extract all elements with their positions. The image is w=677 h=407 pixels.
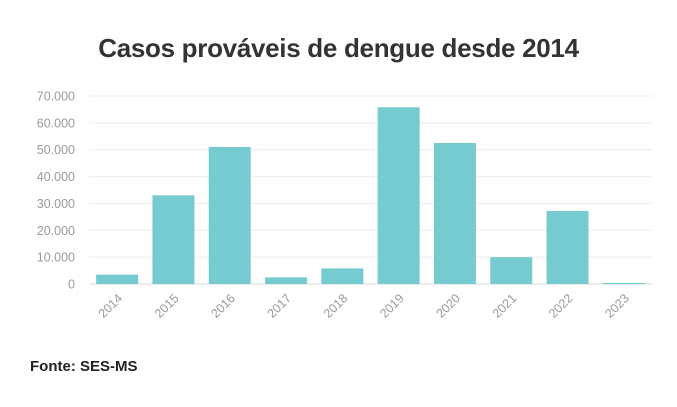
- x-tick-label: 2021: [490, 291, 520, 321]
- bar-2019: [377, 107, 420, 284]
- x-tick-label: 2017: [265, 291, 295, 321]
- chart-title: Casos prováveis de dengue desde 2014: [98, 33, 579, 63]
- x-tick-label: 2016: [208, 291, 238, 321]
- bar-2023: [602, 282, 645, 284]
- y-tick-label: 20.000: [37, 224, 75, 238]
- bars: [96, 107, 645, 284]
- y-tick-label: 30.000: [37, 197, 75, 211]
- y-axis: 0 10.000 20.000 30.000 40.000 50.000 60.000 70.…: [37, 90, 75, 292]
- bar-2021: [490, 257, 533, 284]
- bar-2020: [433, 143, 476, 284]
- y-tick-label: 50.000: [37, 143, 75, 157]
- x-tick-label: 2023: [602, 291, 632, 321]
- bar-2017: [265, 277, 308, 284]
- x-tick-label: 2018: [321, 291, 351, 321]
- y-tick-label: 10.000: [37, 251, 75, 265]
- bar-2022: [546, 210, 589, 284]
- x-axis: 2014 2015 2016 2017 2018 2019 2020 2021 2022 2023: [96, 291, 632, 321]
- y-tick-label: 60.000: [37, 116, 75, 130]
- x-tick-label: 2015: [152, 291, 182, 321]
- bar-2015: [152, 195, 195, 284]
- y-tick-label: 40.000: [37, 170, 75, 184]
- y-tick-label: 0: [68, 278, 75, 292]
- y-tick-label: 70.000: [37, 90, 75, 104]
- bar-2016: [208, 147, 251, 284]
- bar-2014: [96, 274, 139, 284]
- x-tick-label: 2019: [377, 291, 407, 321]
- x-tick-label: 2022: [546, 291, 576, 321]
- source-note: Fonte: SES-MS: [30, 358, 138, 375]
- bar-2018: [321, 268, 364, 284]
- x-tick-label: 2014: [96, 291, 126, 321]
- x-tick-label: 2020: [434, 291, 464, 321]
